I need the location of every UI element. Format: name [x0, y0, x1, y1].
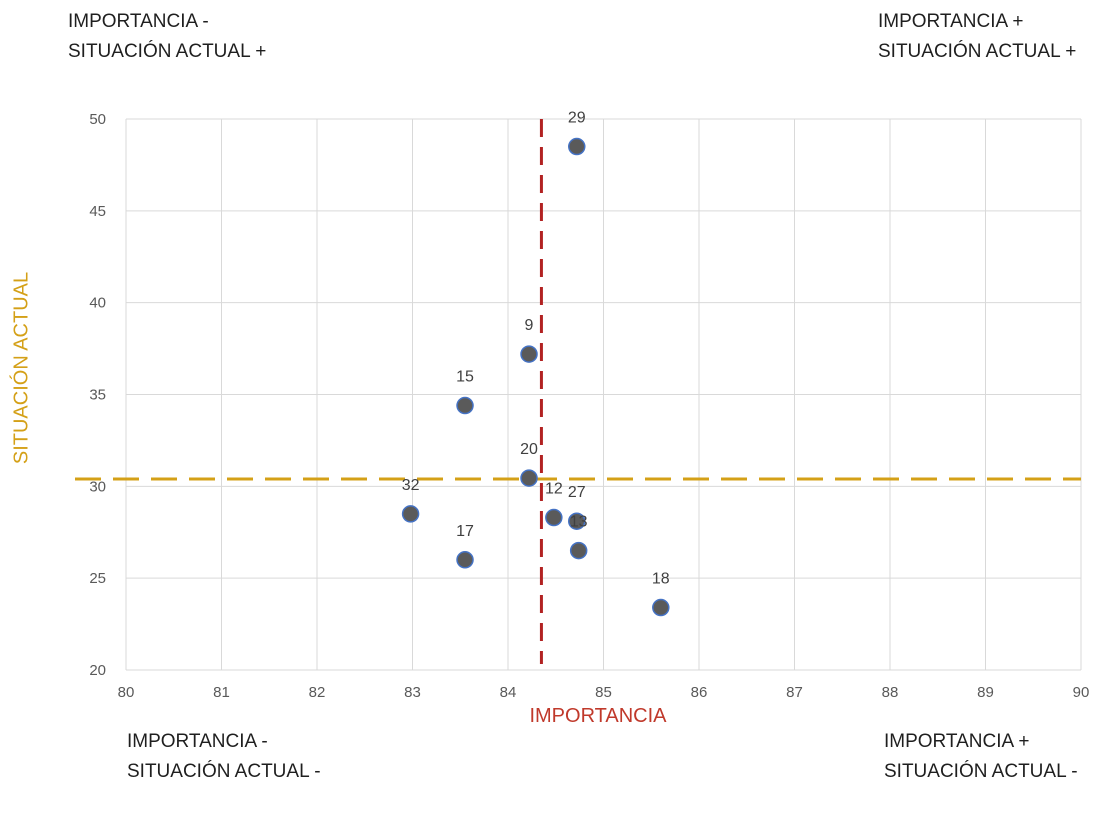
axis-ticks: 80 81 82 83 84 85 86 87 88 89 90 20 25 30 35 40 45 50	[89, 111, 1089, 701]
y-tick-label: 25	[89, 570, 106, 587]
data-label-9: 9	[525, 317, 534, 334]
x-tick-label: 82	[309, 684, 326, 701]
grid	[125, 118, 1082, 671]
quadrant-label-bottom-right: IMPORTANCIA + SITUACIÓN ACTUAL -	[884, 731, 1078, 782]
reference-lines	[75, 119, 1081, 664]
data-point-12	[545, 508, 563, 527]
x-tick-label: 81	[213, 684, 230, 701]
data-label-13: 13	[570, 514, 588, 531]
x-tick-label: 90	[1073, 684, 1090, 701]
data-point-18	[652, 598, 670, 617]
data-label-15: 15	[456, 369, 474, 386]
data-label-32: 32	[402, 477, 420, 494]
x-tick-label: 89	[977, 684, 994, 701]
data-point-27	[568, 512, 586, 530]
y-tick-label: 40	[89, 295, 106, 312]
x-tick-label: 84	[500, 684, 517, 701]
x-axis-title: IMPORTANCIA	[529, 705, 667, 727]
data-label-29: 29	[568, 110, 586, 127]
data-point-13	[569, 541, 588, 560]
data-point-9	[520, 345, 538, 363]
x-tick-label: 88	[882, 684, 899, 701]
y-tick-label: 30	[89, 478, 106, 495]
data-point-20	[520, 469, 538, 487]
data-point-29	[568, 137, 586, 156]
y-tick-label: 35	[89, 387, 106, 404]
data-labels: 29 9 15 20 32 12 27 13 17 18	[402, 110, 670, 588]
data-points	[401, 137, 670, 617]
x-tick-label: 85	[595, 684, 612, 701]
x-tick-label: 86	[691, 684, 708, 701]
data-label-17: 17	[456, 523, 474, 540]
data-label-20: 20	[520, 441, 538, 458]
y-tick-label: 20	[89, 662, 106, 679]
quadrant-label-top-left: IMPORTANCIA - SITUACIÓN ACTUAL +	[68, 11, 267, 62]
data-label-27: 27	[568, 484, 586, 501]
data-label-18: 18	[652, 571, 670, 588]
y-tick-label: 50	[89, 111, 106, 128]
y-axis-title: SITUACIÓN ACTUAL	[10, 271, 33, 465]
quadrant-label-top-right: IMPORTANCIA + SITUACIÓN ACTUAL +	[878, 11, 1077, 62]
quadrant-label-bottom-left: IMPORTANCIA - SITUACIÓN ACTUAL -	[127, 731, 321, 782]
x-tick-label: 83	[404, 684, 421, 701]
data-point-15	[456, 396, 474, 415]
data-label-12: 12	[545, 481, 563, 498]
x-tick-label: 87	[786, 684, 803, 701]
data-point-17	[456, 551, 474, 569]
y-tick-label: 45	[89, 203, 106, 220]
data-point-32	[401, 505, 420, 523]
x-tick-label: 80	[118, 684, 135, 701]
